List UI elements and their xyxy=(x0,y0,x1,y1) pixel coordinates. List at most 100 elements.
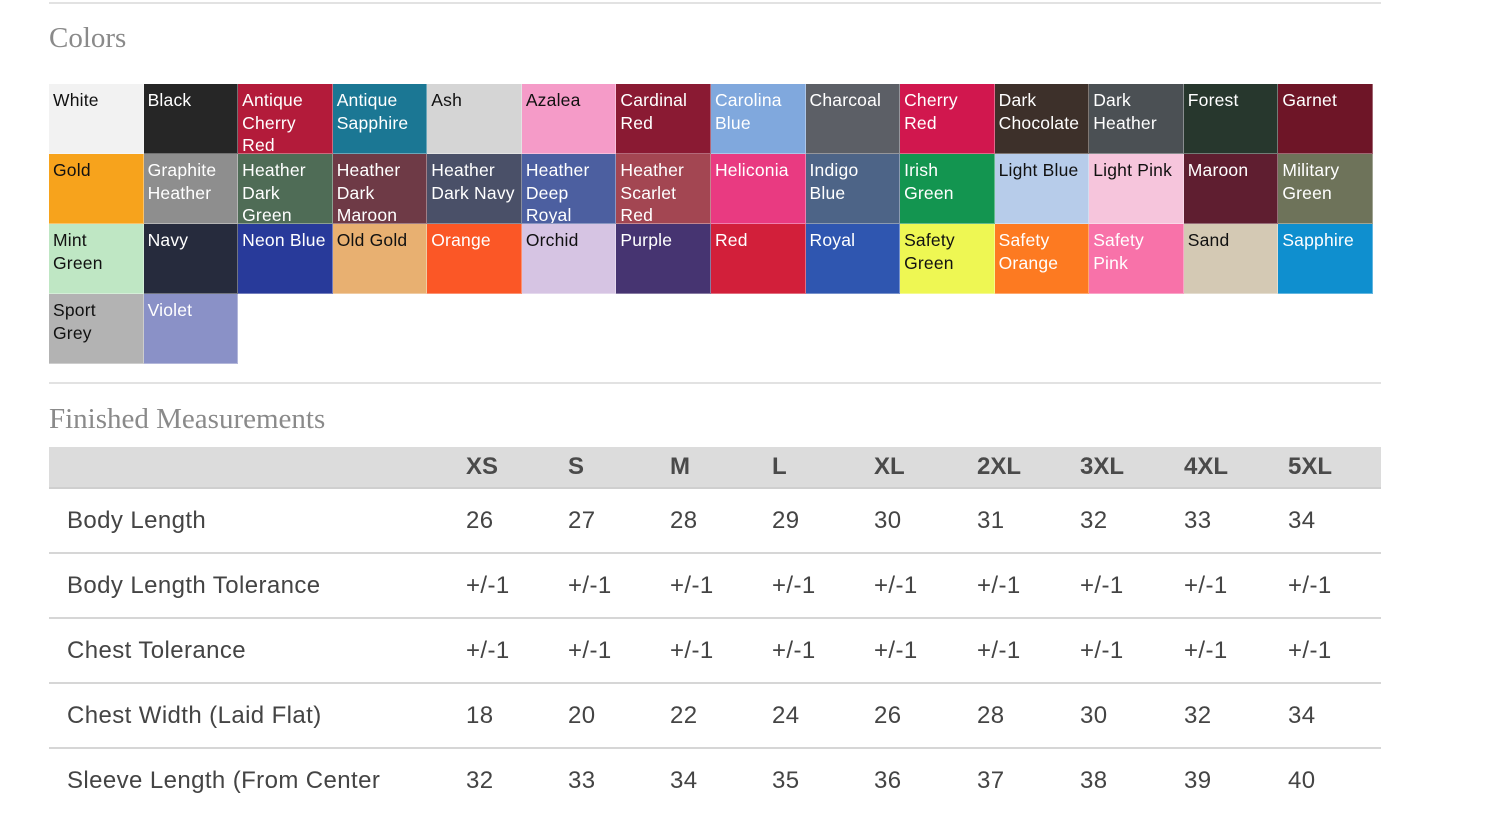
color-swatch: Sapphire xyxy=(1278,224,1373,294)
color-swatch: Forest xyxy=(1183,84,1279,154)
color-swatch: Cherry Red xyxy=(900,84,995,154)
color-swatch: Maroon xyxy=(1183,154,1279,224)
color-swatch: Ash xyxy=(427,84,522,154)
measurement-value: 32 xyxy=(1080,488,1184,554)
color-swatch: Cardinal Red xyxy=(616,84,711,154)
measurement-value: 18 xyxy=(466,683,568,749)
colors-section-title: Colors xyxy=(49,22,127,54)
color-swatch: Indigo Blue xyxy=(805,154,901,224)
color-swatch: Safety Orange xyxy=(994,224,1090,294)
header-spacer xyxy=(49,447,466,489)
color-swatch: Old Gold xyxy=(332,224,428,294)
measurement-value: +/-1 xyxy=(1288,553,1381,619)
measurement-value: +/-1 xyxy=(1080,553,1184,619)
measurement-value: 29 xyxy=(772,488,874,554)
measurement-value: 24 xyxy=(772,683,874,749)
measurement-value: +/-1 xyxy=(466,618,568,684)
measurement-value: +/-1 xyxy=(874,553,977,619)
color-swatch: Heather Scarlet Red xyxy=(616,154,711,224)
color-swatch: Sand xyxy=(1183,224,1279,294)
color-swatch: Mint Green xyxy=(49,224,144,294)
color-swatch: Graphite Heather xyxy=(143,154,239,224)
measurements-section-title: Finished Measurements xyxy=(49,403,326,435)
measurement-value: +/-1 xyxy=(977,553,1080,619)
measurement-value: +/-1 xyxy=(1080,618,1184,684)
color-swatch: Orange xyxy=(427,224,522,294)
size-header: 5XL xyxy=(1288,447,1381,489)
color-swatch: Garnet xyxy=(1278,84,1373,154)
color-swatch: Orchid xyxy=(521,224,617,294)
measurement-value: +/-1 xyxy=(1184,618,1288,684)
measurement-value: 22 xyxy=(670,683,772,749)
color-swatch: Violet xyxy=(143,294,239,364)
color-swatch: Royal xyxy=(805,224,901,294)
measurement-value: +/-1 xyxy=(874,618,977,684)
size-header: S xyxy=(568,447,670,489)
color-swatch: Gold xyxy=(49,154,144,224)
color-swatch: Military Green xyxy=(1278,154,1373,224)
color-swatch: Heather Dark Maroon xyxy=(332,154,428,224)
color-swatch: Light Pink xyxy=(1089,154,1184,224)
color-swatch: Heather Dark Navy xyxy=(427,154,522,224)
color-swatch: Irish Green xyxy=(900,154,995,224)
size-header: 4XL xyxy=(1184,447,1288,489)
size-header: M xyxy=(670,447,772,489)
measurement-value: 34 xyxy=(670,766,698,794)
measurement-row: Body Length Tolerance +/-1 +/-1 +/-1 +/-1 +/-… xyxy=(49,553,1381,619)
color-swatch: Carolina Blue xyxy=(710,84,806,154)
measurement-value: +/-1 xyxy=(568,618,670,684)
measurement-row: Sleeve Length (From Center 32 33 34 35 36 37 38… xyxy=(49,748,1381,812)
section-divider xyxy=(49,382,1381,384)
color-swatch: Heather Deep Royal xyxy=(521,154,617,224)
measurement-value: +/-1 xyxy=(568,553,670,619)
measurement-value: +/-1 xyxy=(670,618,772,684)
measurement-value: 32 xyxy=(1184,683,1288,749)
size-header: L xyxy=(772,447,874,489)
measurement-label: Body Length xyxy=(49,488,466,554)
measurement-value: 26 xyxy=(874,683,977,749)
measurement-value: 30 xyxy=(874,488,977,554)
measurement-value: +/-1 xyxy=(772,553,874,619)
measurement-value: 32 xyxy=(466,766,494,794)
measurement-value: 33 xyxy=(1184,488,1288,554)
measurement-value: 28 xyxy=(670,488,772,554)
measurements-table: XS S M L XL 2XL 3XL 4XL 5XL Body Length 26 27 28 29 3… xyxy=(49,447,1381,812)
color-swatch: Antique Cherry Red xyxy=(238,84,333,154)
color-swatch: Heliconia xyxy=(710,154,806,224)
top-divider xyxy=(49,2,1381,4)
measurement-value: +/-1 xyxy=(977,618,1080,684)
color-swatch: Dark Heather xyxy=(1089,84,1184,154)
measurements-body: Body Length 26 27 28 29 30 31 32 33 34 Body Length… xyxy=(49,488,1381,812)
color-swatch: Antique Sapphire xyxy=(332,84,428,154)
color-swatch: Light Blue xyxy=(994,154,1090,224)
size-header: XS xyxy=(466,447,568,489)
measurement-row: Chest Width (Laid Flat) 18 20 22 24 26 28 30 32 3… xyxy=(49,683,1381,749)
measurement-value: 30 xyxy=(1080,683,1184,749)
color-swatch: Red xyxy=(710,224,806,294)
measurement-value: 35 xyxy=(772,766,800,794)
measurement-value: 34 xyxy=(1288,488,1381,554)
color-swatch: Safety Green xyxy=(900,224,995,294)
measurement-value: 36 xyxy=(874,766,902,794)
color-swatch: White xyxy=(49,84,144,154)
size-header: XL xyxy=(874,447,977,489)
measurement-label: Sleeve Length (From Center xyxy=(67,766,381,794)
measurement-label: Chest Tolerance xyxy=(49,618,466,684)
measurement-value: 20 xyxy=(568,683,670,749)
measurement-value: 27 xyxy=(568,488,670,554)
color-swatch: Dark Chocolate xyxy=(994,84,1090,154)
color-swatch: Heather Dark Green xyxy=(238,154,333,224)
color-swatch: Safety Pink xyxy=(1089,224,1184,294)
measurement-value: +/-1 xyxy=(1288,618,1381,684)
measurement-label: Body Length Tolerance xyxy=(49,553,466,619)
measurement-value: 40 xyxy=(1288,766,1316,794)
color-swatch: Black xyxy=(143,84,239,154)
size-header: 3XL xyxy=(1080,447,1184,489)
measurement-row: Body Length 26 27 28 29 30 31 32 33 34 xyxy=(49,488,1381,554)
measurement-value: +/-1 xyxy=(1184,553,1288,619)
measurement-value: +/-1 xyxy=(670,553,772,619)
color-swatch: Azalea xyxy=(521,84,617,154)
size-header: 2XL xyxy=(977,447,1080,489)
measurement-value: 38 xyxy=(1080,766,1108,794)
color-swatch-grid: White Black Antique Cherry Red Antique Sapp… xyxy=(49,84,1373,364)
